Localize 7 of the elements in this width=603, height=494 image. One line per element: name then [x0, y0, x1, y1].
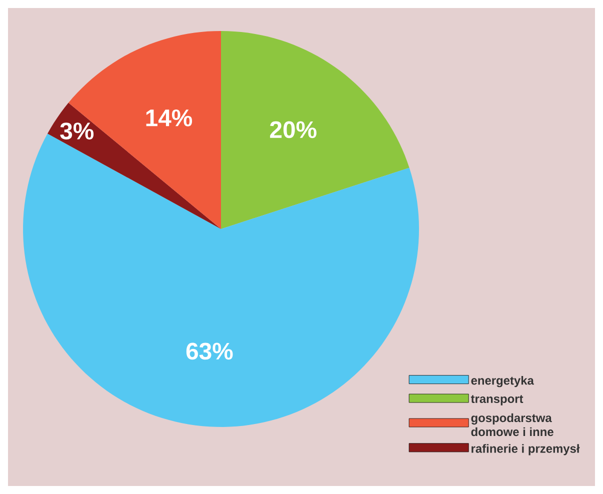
- data-label: 14%: [146, 109, 192, 126]
- data-label: 20%: [270, 121, 316, 138]
- legend-label: rafinerie i przemysł: [472, 444, 580, 456]
- legend-label: transport: [470, 395, 524, 406]
- data-label: 63%: [186, 342, 233, 360]
- legend-label: energetyka: [471, 376, 534, 388]
- data-label: 3%: [60, 122, 94, 140]
